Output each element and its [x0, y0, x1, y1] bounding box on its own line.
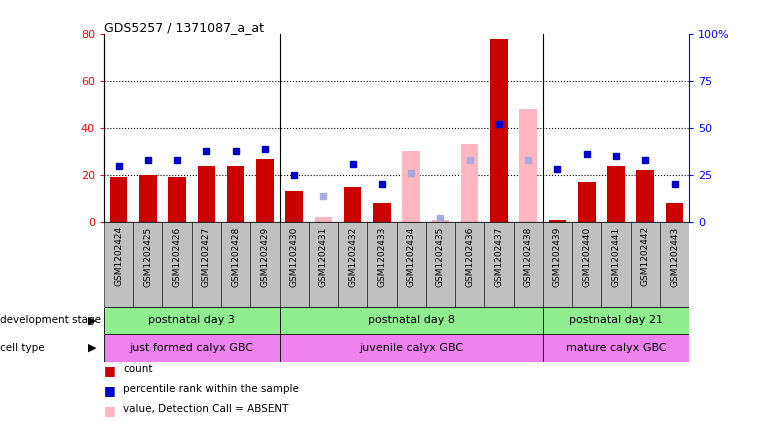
- Text: GSM1202433: GSM1202433: [377, 226, 387, 287]
- Bar: [608, 166, 624, 222]
- Text: GDS5257 / 1371087_a_at: GDS5257 / 1371087_a_at: [104, 21, 264, 34]
- Text: ▶: ▶: [88, 316, 96, 325]
- Text: GSM1202443: GSM1202443: [670, 226, 679, 286]
- Text: development stage: development stage: [0, 316, 101, 325]
- Bar: [543, 307, 689, 334]
- Bar: [315, 217, 332, 222]
- Bar: [520, 109, 537, 222]
- Text: ■: ■: [104, 364, 115, 377]
- Bar: [104, 307, 280, 334]
- Text: GSM1202441: GSM1202441: [611, 226, 621, 286]
- Bar: [309, 222, 338, 307]
- Text: just formed calyx GBC: just formed calyx GBC: [129, 343, 254, 353]
- Bar: [286, 192, 303, 222]
- Text: percentile rank within the sample: percentile rank within the sample: [123, 384, 299, 394]
- Bar: [373, 203, 390, 222]
- Text: mature calyx GBC: mature calyx GBC: [566, 343, 666, 353]
- Bar: [192, 222, 221, 307]
- Text: GSM1202424: GSM1202424: [114, 226, 123, 286]
- Bar: [637, 170, 654, 222]
- Bar: [162, 222, 192, 307]
- Bar: [484, 222, 514, 307]
- Bar: [572, 222, 601, 307]
- Text: juvenile calyx GBC: juvenile calyx GBC: [359, 343, 464, 353]
- Text: GSM1202432: GSM1202432: [348, 226, 357, 286]
- Bar: [104, 334, 280, 362]
- Text: GSM1202428: GSM1202428: [231, 226, 240, 286]
- Text: ▶: ▶: [88, 343, 96, 353]
- Bar: [110, 177, 127, 222]
- Bar: [601, 222, 631, 307]
- Bar: [549, 220, 566, 222]
- Bar: [514, 222, 543, 307]
- Text: GSM1202425: GSM1202425: [143, 226, 152, 286]
- Bar: [338, 222, 367, 307]
- Text: GSM1202434: GSM1202434: [407, 226, 416, 286]
- Text: value, Detection Call = ABSENT: value, Detection Call = ABSENT: [123, 404, 289, 415]
- Bar: [403, 151, 420, 222]
- Bar: [426, 222, 455, 307]
- Text: GSM1202437: GSM1202437: [494, 226, 504, 287]
- Bar: [543, 334, 689, 362]
- Bar: [367, 222, 397, 307]
- Bar: [139, 175, 156, 222]
- Text: GSM1202439: GSM1202439: [553, 226, 562, 287]
- Bar: [631, 222, 660, 307]
- Bar: [578, 182, 595, 222]
- Bar: [198, 166, 215, 222]
- Text: postnatal day 3: postnatal day 3: [149, 316, 235, 325]
- Text: cell type: cell type: [0, 343, 45, 353]
- Bar: [169, 177, 186, 222]
- Bar: [280, 222, 309, 307]
- Text: GSM1202426: GSM1202426: [172, 226, 182, 286]
- Bar: [280, 307, 543, 334]
- Bar: [133, 222, 162, 307]
- Bar: [397, 222, 426, 307]
- Text: GSM1202431: GSM1202431: [319, 226, 328, 287]
- Bar: [344, 187, 361, 222]
- Bar: [666, 203, 683, 222]
- Text: ■: ■: [104, 404, 115, 418]
- Text: GSM1202440: GSM1202440: [582, 226, 591, 286]
- Text: count: count: [123, 364, 152, 374]
- Text: GSM1202429: GSM1202429: [260, 226, 269, 286]
- Bar: [104, 222, 133, 307]
- Text: GSM1202427: GSM1202427: [202, 226, 211, 286]
- Text: postnatal day 21: postnatal day 21: [569, 316, 663, 325]
- Bar: [660, 222, 689, 307]
- Text: GSM1202435: GSM1202435: [436, 226, 445, 287]
- Text: postnatal day 8: postnatal day 8: [368, 316, 454, 325]
- Text: GSM1202430: GSM1202430: [290, 226, 299, 287]
- Text: GSM1202436: GSM1202436: [465, 226, 474, 287]
- Text: GSM1202438: GSM1202438: [524, 226, 533, 287]
- Bar: [490, 38, 507, 222]
- Bar: [432, 220, 449, 222]
- Text: GSM1202442: GSM1202442: [641, 226, 650, 286]
- Bar: [455, 222, 484, 307]
- Bar: [280, 334, 543, 362]
- Bar: [461, 144, 478, 222]
- Bar: [227, 166, 244, 222]
- Bar: [221, 222, 250, 307]
- Bar: [256, 159, 273, 222]
- Bar: [543, 222, 572, 307]
- Bar: [250, 222, 280, 307]
- Text: ■: ■: [104, 384, 115, 397]
